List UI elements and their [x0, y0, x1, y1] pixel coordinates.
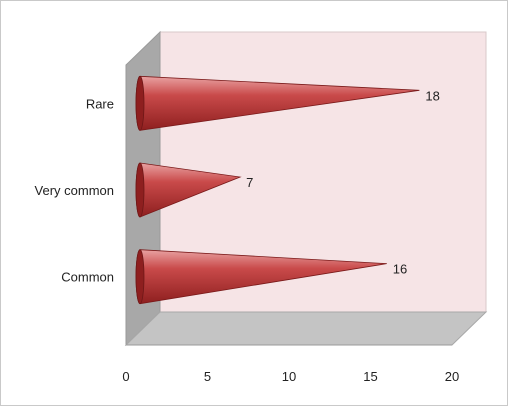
floor	[124, 311, 488, 346]
data-label: 18	[425, 88, 439, 103]
cone-base	[135, 162, 145, 218]
chart-labels: Rare 18 Very common 7 Common 16 0 5 10 15 20	[35, 88, 460, 384]
x-tick-label: 15	[363, 369, 377, 384]
category-label: Very common	[35, 183, 114, 198]
cone-base	[135, 75, 145, 131]
x-tick-label: 0	[122, 369, 129, 384]
category-label: Rare	[86, 96, 114, 111]
data-label: 16	[393, 262, 407, 277]
data-label: 7	[246, 175, 253, 190]
x-tick-label: 5	[204, 369, 211, 384]
chart-cones	[135, 75, 420, 305]
x-tick-label: 20	[445, 369, 459, 384]
x-tick-label: 10	[282, 369, 296, 384]
category-label: Common	[61, 270, 114, 285]
cone-base	[135, 249, 145, 305]
